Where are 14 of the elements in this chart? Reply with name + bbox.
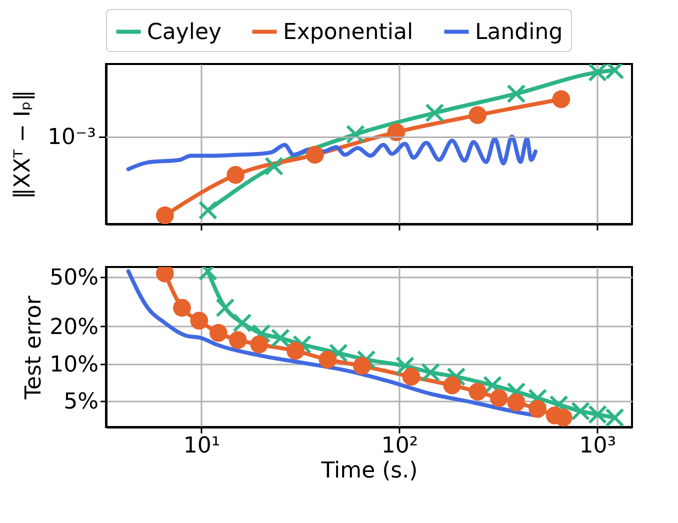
y-tick-label: 20% [50,314,98,340]
legend-label: Cayley [147,20,222,45]
legend-label: Landing [475,20,563,45]
x-tick-label: 10² [381,434,418,458]
y-axis-title: Test error [22,294,47,400]
y-tick-label: 50% [50,265,98,290]
y-tick-label: 5% [64,390,98,415]
y-axis-title: ‖XXᵀ − Iₚ‖ [10,90,36,199]
y-tick-label: 10% [50,352,98,378]
x-axis-title: Time (s.) [320,458,418,484]
x-tick-label: 10¹ [183,434,220,458]
ref-line-label: 10⁻³ [48,125,96,150]
legend-label: Exponential [283,20,414,45]
x-tick-label: 10³ [579,434,616,458]
